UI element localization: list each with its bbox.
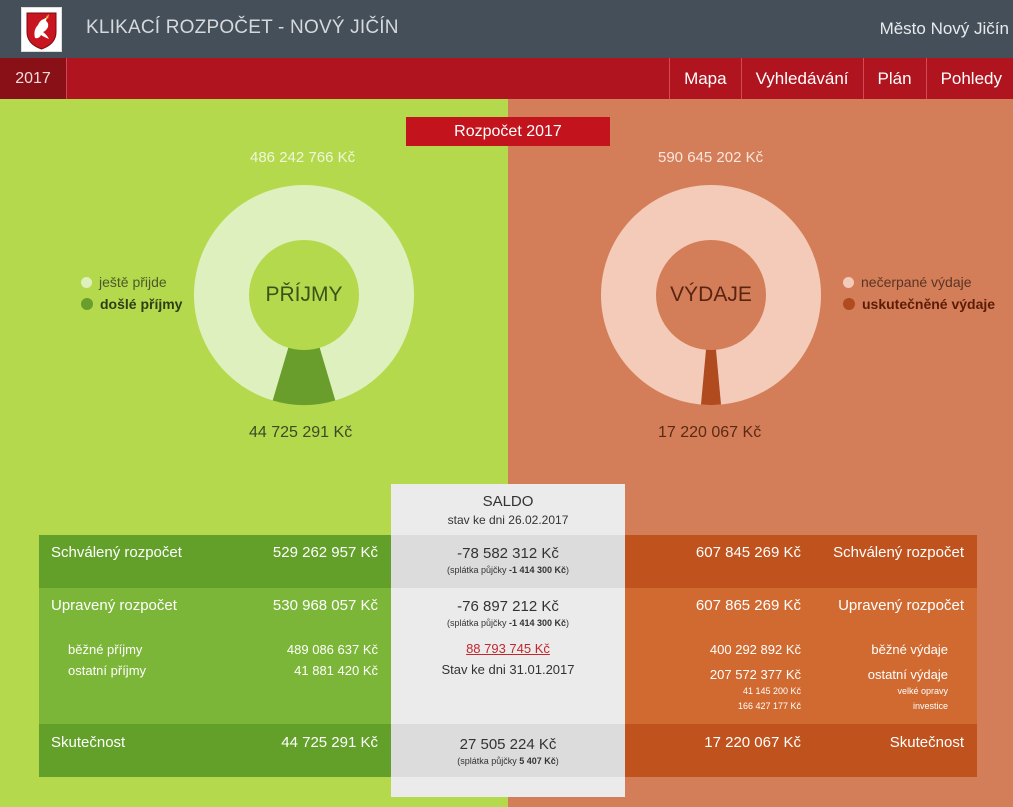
budget-year-label: Rozpočet 2017	[406, 117, 610, 146]
expense-legend: nečerpané výdaje uskutečněné výdaje	[843, 271, 995, 315]
major-repairs-value[interactable]: 41 145 200 Kč	[742, 686, 801, 696]
loan-note-prefix: (splátka půjčky	[457, 756, 520, 766]
app-header: KLIKACÍ ROZPOČET - NOVÝ JIČÍN Město Nový…	[0, 0, 1013, 58]
account-balance-date: Stav ke dni 31.01.2017	[441, 662, 575, 677]
loan-note-suffix: )	[555, 756, 559, 766]
approved-loan-note: (splátka půjčky -1 414 300 Kč)	[391, 565, 625, 575]
legend-item-spent-expense[interactable]: uskutečněné výdaje	[843, 293, 995, 315]
income-donut-chart[interactable]	[184, 175, 424, 415]
other-income-label[interactable]: ostatní příjmy	[68, 663, 147, 678]
adjusted-budget-label-left[interactable]: Upravený rozpočet	[51, 597, 177, 614]
adjusted-saldo[interactable]: -76 897 212 Kč (splátka půjčky -1 414 30…	[391, 598, 625, 628]
investments-value[interactable]: 166 427 177 Kč	[737, 701, 801, 711]
left-band-actual	[39, 724, 391, 777]
income-center-label: PŘÍJMY	[265, 283, 343, 306]
saldo-title: SALDO	[482, 493, 534, 510]
year-selector[interactable]: 2017	[0, 58, 67, 99]
adjusted-expense-value[interactable]: 607 865 269 Kč	[695, 597, 801, 614]
nav-menu: Mapa Vyhledávání Plán Pohledy	[669, 58, 1013, 99]
loan-note-amount: 5 407 Kč	[519, 756, 556, 766]
adjusted-loan-note: (splátka půjčky -1 414 300 Kč)	[391, 618, 625, 628]
loan-note-suffix: )	[566, 565, 570, 575]
approved-saldo[interactable]: -78 582 312 Kč (splátka půjčky -1 414 30…	[391, 545, 625, 575]
adjusted-income-value[interactable]: 530 968 057 Kč	[272, 597, 378, 614]
actual-label-right[interactable]: Skutečnost	[889, 734, 964, 751]
adjusted-saldo-value: -76 897 212 Kč	[457, 598, 559, 615]
major-repairs-label[interactable]: velké opravy	[897, 686, 948, 696]
pending-income-dot	[81, 276, 92, 288]
account-balance-link[interactable]: 88 793 745 Kč	[466, 641, 550, 656]
approved-income-value[interactable]: 529 262 957 Kč	[272, 544, 378, 561]
account-balance: 88 793 745 Kč Stav ke dni 31.01.2017	[391, 641, 625, 677]
approved-expense-value[interactable]: 607 845 269 Kč	[695, 544, 801, 561]
city-logo[interactable]	[21, 7, 62, 52]
loan-note-prefix: (splátka půjčky	[446, 565, 509, 575]
unspent-expense-dot	[843, 276, 854, 288]
investments-label[interactable]: investice	[912, 701, 948, 711]
approved-budget-label-right[interactable]: Schválený rozpočet	[833, 544, 964, 561]
approved-saldo-value: -78 582 312 Kč	[457, 545, 559, 562]
left-band-approved	[39, 535, 391, 588]
current-expense-label[interactable]: běžné výdaje	[871, 642, 948, 657]
current-income-label[interactable]: běžné příjmy	[68, 642, 143, 657]
nav-item-search[interactable]: Vyhledávání	[740, 58, 863, 99]
nav-item-map[interactable]: Mapa	[669, 58, 741, 99]
legend-item-unspent-expense[interactable]: nečerpané výdaje	[843, 271, 995, 293]
city-name[interactable]: Město Nový Jičín	[879, 19, 1009, 38]
other-expense-label[interactable]: ostatní výdaje	[867, 667, 948, 682]
legend-label: ještě přijde	[99, 274, 167, 290]
legend-label: došlé příjmy	[100, 296, 183, 312]
income-total: 486 242 766 Kč	[250, 149, 356, 166]
actual-saldo[interactable]: 27 505 224 Kč (splátka půjčky 5 407 Kč)	[391, 736, 625, 766]
legend-label: nečerpané výdaje	[861, 274, 972, 290]
received-income-dot	[81, 298, 93, 310]
legend-item-pending-income[interactable]: ještě přijde	[81, 271, 182, 293]
main-nav: 2017 Mapa Vyhledávání Plán Pohledy	[0, 58, 1013, 99]
right-band-approved	[625, 535, 977, 588]
actual-income-value[interactable]: 44 725 291 Kč	[281, 734, 378, 751]
saldo-band-actual	[391, 724, 625, 777]
saldo-date: stav ke dni 26.02.2017	[447, 513, 569, 527]
right-band-adjusted	[625, 588, 977, 724]
other-expense-value[interactable]: 207 572 377 Kč	[709, 667, 801, 682]
actual-expense-value[interactable]: 17 220 067 Kč	[704, 734, 801, 751]
income-received-amount: 44 725 291 Kč	[249, 424, 353, 441]
expense-center	[656, 240, 766, 350]
spent-expense-dot	[843, 298, 855, 310]
current-expense-value[interactable]: 400 292 892 Kč	[709, 642, 801, 657]
actual-loan-note: (splátka půjčky 5 407 Kč)	[391, 756, 625, 766]
income-received-slice[interactable]	[272, 295, 336, 406]
actual-label-left[interactable]: Skutečnost	[51, 734, 126, 751]
expense-spent-amount: 17 220 067 Kč	[658, 424, 762, 441]
expense-donut-chart[interactable]	[591, 175, 831, 415]
current-income-value[interactable]: 489 086 637 Kč	[286, 642, 378, 657]
expense-total: 590 645 202 Kč	[658, 149, 764, 166]
loan-note-suffix: )	[566, 618, 570, 628]
actual-saldo-value: 27 505 224 Kč	[459, 736, 557, 753]
loan-note-prefix: (splátka půjčky	[446, 618, 509, 628]
saldo-band-approved	[391, 535, 625, 588]
legend-label: uskutečněné výdaje	[862, 296, 996, 312]
loan-note-amount: -1 414 300 Kč	[508, 618, 567, 628]
other-income-value[interactable]: 41 881 420 Kč	[294, 663, 378, 678]
loan-note-amount: -1 414 300 Kč	[508, 565, 567, 575]
income-legend: ještě přijde došlé příjmy	[81, 271, 182, 315]
adjusted-budget-label-right[interactable]: Upravený rozpočet	[838, 597, 964, 614]
nav-item-views[interactable]: Pohledy	[925, 58, 1013, 99]
app-title[interactable]: KLIKACÍ ROZPOČET - NOVÝ JIČÍN	[86, 17, 399, 38]
expense-center-label: VÝDAJE	[670, 283, 752, 306]
income-center	[249, 240, 359, 350]
legend-item-received-income[interactable]: došlé příjmy	[81, 293, 182, 315]
nav-item-plan[interactable]: Plán	[862, 58, 926, 99]
approved-budget-label-left[interactable]: Schválený rozpočet	[51, 544, 182, 561]
right-band-actual	[625, 724, 977, 777]
left-band-adjusted	[39, 588, 391, 724]
